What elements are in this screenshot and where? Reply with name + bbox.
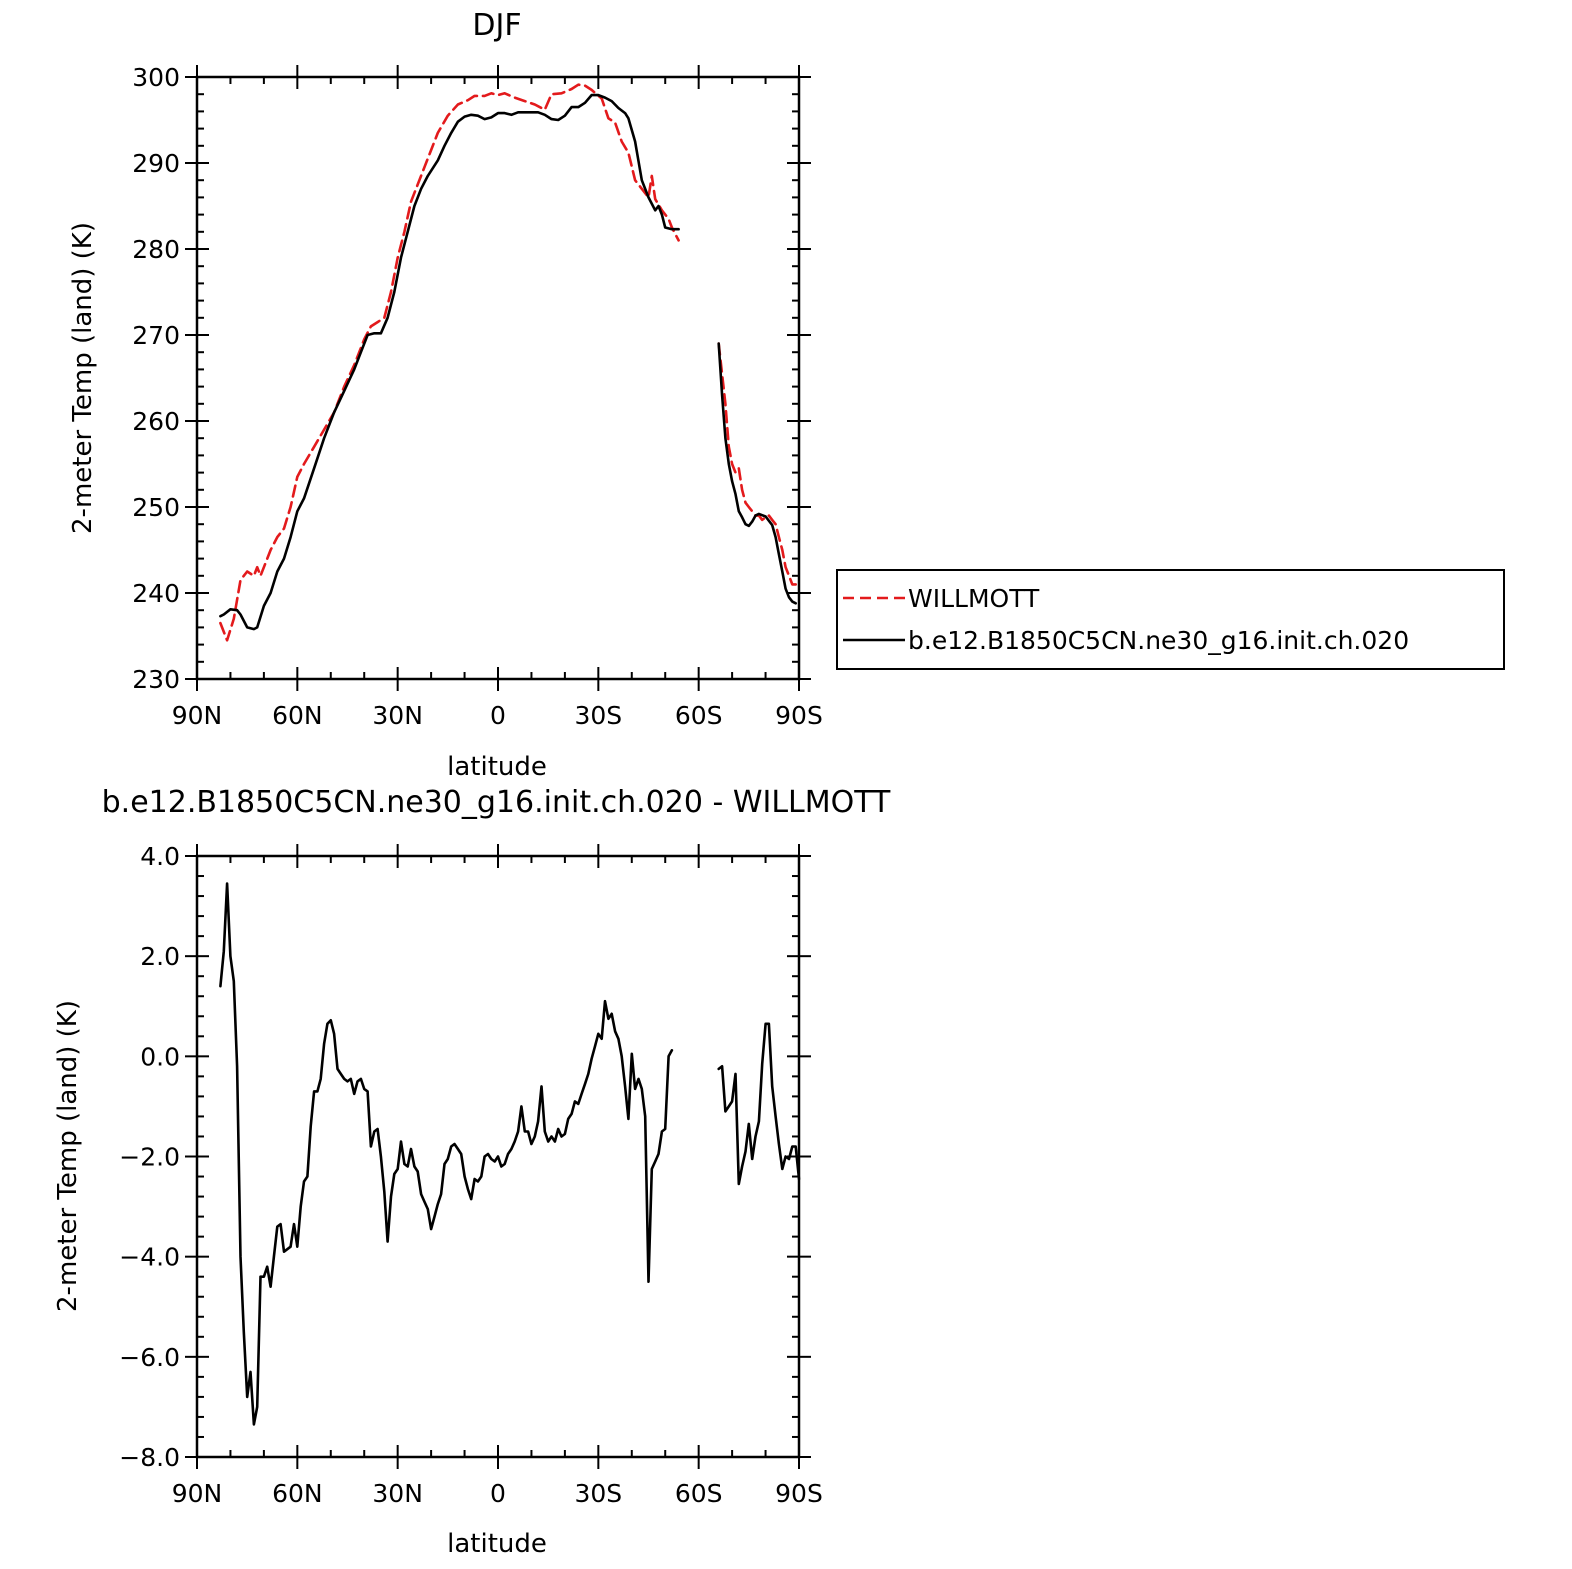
top-series-0-segment-0 bbox=[219, 83, 680, 642]
bottom-y-tick-label: 0.0 bbox=[140, 1042, 180, 1071]
bottom-series-0-segment-0 bbox=[219, 882, 674, 1426]
bottom-x-tick-labels: 90N 60N 30N 0 30S 60S 90S bbox=[172, 1479, 823, 1508]
top-panel: DJF 90N 60N 30N 0 30S 60S 90S 2302402502602702… bbox=[68, 8, 823, 782]
bottom-x-axis-label: latitude bbox=[447, 1529, 547, 1559]
top-x-tick-label: 0 bbox=[490, 701, 506, 730]
top-series-0-segment-1 bbox=[717, 342, 798, 586]
bottom-x-tick-label: 60S bbox=[675, 1479, 723, 1508]
bottom-y-axis-label: 2-meter Temp (land) (K) bbox=[53, 1000, 83, 1312]
bottom-x-tick-label: 30S bbox=[574, 1479, 622, 1508]
top-y-tick-label: 280 bbox=[132, 235, 180, 264]
top-x-tick-label: 90N bbox=[172, 701, 223, 730]
top-plot-frame bbox=[195, 75, 801, 681]
bottom-series-lines bbox=[219, 882, 801, 1426]
bottom-y-tick-label: −6.0 bbox=[119, 1343, 180, 1372]
top-y-tick-label: 250 bbox=[132, 493, 180, 522]
top-x-tick-labels: 90N 60N 30N 0 30S 60S 90S bbox=[172, 701, 823, 730]
top-x-tick-label: 60N bbox=[272, 701, 323, 730]
bottom-y-tick-label: −2.0 bbox=[119, 1143, 180, 1172]
bottom-y-tick-label: 4.0 bbox=[140, 842, 180, 871]
top-y-tick-label: 270 bbox=[132, 321, 180, 350]
bottom-series-0-segment-1 bbox=[717, 1022, 801, 1186]
bottom-x-tick-label: 0 bbox=[490, 1479, 506, 1508]
bottom-x-tick-label: 90N bbox=[172, 1479, 223, 1508]
top-y-tick-label: 240 bbox=[132, 579, 180, 608]
legend-label-willmott: WILLMOTT bbox=[908, 584, 1040, 613]
top-x-tick-label: 30N bbox=[372, 701, 423, 730]
top-x-tick-label: 90S bbox=[775, 701, 823, 730]
top-y-tick-label: 230 bbox=[132, 665, 180, 694]
bottom-y-tick-label: −4.0 bbox=[119, 1243, 180, 1272]
top-y-tick-labels: 230 240 250 260 270 280 290 300 bbox=[132, 63, 180, 694]
top-x-axis-label: latitude bbox=[447, 752, 547, 782]
bottom-x-tick-label: 30N bbox=[372, 1479, 423, 1508]
legend-box bbox=[836, 569, 1505, 670]
bottom-y-tick-labels: −8.0 −6.0 −4.0 −2.0 0.0 2.0 4.0 bbox=[119, 842, 180, 1472]
top-x-tick-label: 30S bbox=[574, 701, 622, 730]
bottom-plot-frame bbox=[195, 854, 801, 1459]
top-y-axis-label: 2-meter Temp (land) (K) bbox=[68, 222, 98, 534]
top-series-1-segment-0 bbox=[219, 93, 680, 631]
bottom-y-tick-label: −8.0 bbox=[119, 1443, 180, 1472]
top-x-tick-label: 60S bbox=[675, 701, 723, 730]
legend: WILLMOTT b.e12.B1850C5CN.ne30_g16.init.c… bbox=[836, 569, 1505, 670]
top-y-tick-label: 260 bbox=[132, 407, 180, 436]
top-series-lines bbox=[219, 83, 798, 642]
bottom-x-tick-label: 90S bbox=[775, 1479, 823, 1508]
bottom-panel: b.e12.B1850C5CN.ne30_g16.init.ch.020 - W… bbox=[53, 785, 891, 1559]
top-y-tick-label: 300 bbox=[132, 63, 180, 92]
bottom-x-tick-label: 60N bbox=[272, 1479, 323, 1508]
top-series-1-segment-1 bbox=[717, 342, 798, 605]
top-y-tick-label: 290 bbox=[132, 149, 180, 178]
legend-label-model: b.e12.B1850C5CN.ne30_g16.init.ch.020 bbox=[908, 626, 1409, 655]
bottom-chart-title: b.e12.B1850C5CN.ne30_g16.init.ch.020 - W… bbox=[102, 785, 891, 820]
top-chart-title: DJF bbox=[472, 8, 521, 43]
bottom-y-tick-label: 2.0 bbox=[140, 942, 180, 971]
top-axis-ticks bbox=[185, 65, 811, 691]
